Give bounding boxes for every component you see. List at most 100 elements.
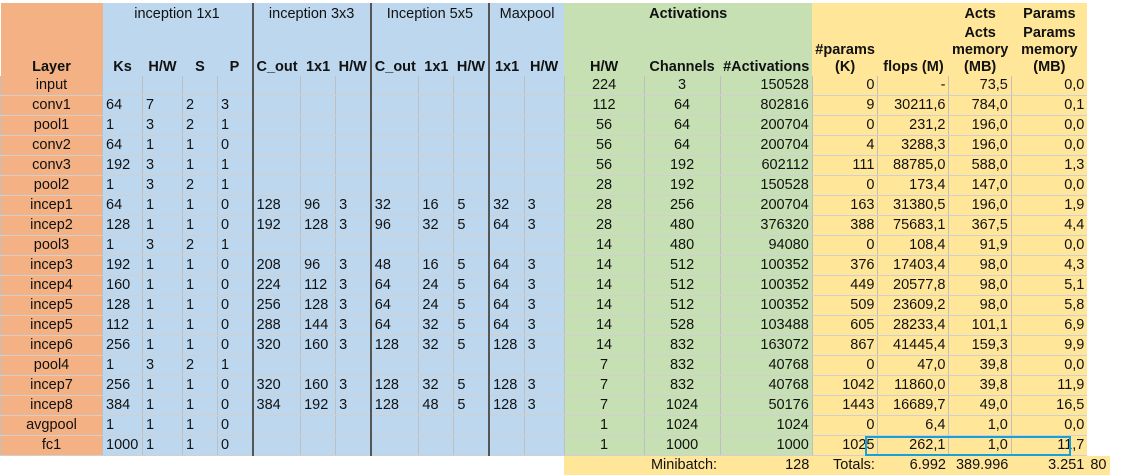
cell-reduce-5x5[interactable] bbox=[419, 416, 454, 436]
cell-flops-m[interactable]: 17403,4 bbox=[878, 256, 949, 276]
cell-channels[interactable]: 832 bbox=[644, 336, 720, 356]
cell-layer[interactable]: pool4 bbox=[1, 356, 103, 376]
cell-params-k[interactable]: 388 bbox=[812, 216, 878, 236]
cell-ks[interactable]: 256 bbox=[103, 376, 143, 396]
cell-hw[interactable]: 1 bbox=[143, 136, 183, 156]
cell-layer[interactable]: incep1 bbox=[1, 196, 103, 216]
cell-c-out-3x3[interactable]: 320 bbox=[253, 376, 301, 396]
cell-pad[interactable]: 0 bbox=[218, 296, 253, 316]
cell-c-out-3x3[interactable]: 256 bbox=[253, 296, 301, 316]
cell-channels[interactable]: 512 bbox=[644, 256, 720, 276]
cell-hw-3x3[interactable] bbox=[336, 416, 371, 436]
cell-stride[interactable]: 2 bbox=[183, 356, 218, 376]
cell-act-hw[interactable]: 112 bbox=[564, 96, 644, 116]
cell-num-activations[interactable]: 100352 bbox=[720, 276, 812, 296]
cell-c-out-3x3[interactable]: 320 bbox=[253, 336, 301, 356]
cell-pad[interactable]: 1 bbox=[218, 356, 253, 376]
cell-hw-3x3[interactable] bbox=[336, 236, 371, 256]
cell-reduce-3x3[interactable] bbox=[301, 356, 336, 376]
cell-channels[interactable]: 64 bbox=[644, 136, 720, 156]
cell-layer[interactable]: input bbox=[1, 76, 103, 96]
cell-flops-m[interactable]: 47,0 bbox=[878, 356, 949, 376]
cell-pool-1x1[interactable]: 128 bbox=[489, 336, 524, 356]
cell-params-k[interactable]: 0 bbox=[812, 356, 878, 376]
cell-pool-1x1[interactable] bbox=[489, 156, 524, 176]
cell-c-out-5x5[interactable] bbox=[371, 236, 419, 256]
cell-pad[interactable]: 3 bbox=[218, 96, 253, 116]
cell-reduce-5x5[interactable] bbox=[419, 136, 454, 156]
cell-c-out-5x5[interactable]: 128 bbox=[371, 336, 419, 356]
cell-acts-memory[interactable]: 101,1 bbox=[949, 316, 1011, 336]
cell-params-memory[interactable]: 1,3 bbox=[1011, 156, 1087, 176]
cell-reduce-3x3[interactable] bbox=[301, 236, 336, 256]
cell-c-out-3x3[interactable]: 208 bbox=[253, 256, 301, 276]
cell-ks[interactable]: 64 bbox=[103, 196, 143, 216]
cell-ks[interactable]: 128 bbox=[103, 216, 143, 236]
cell-hw-5x5[interactable]: 5 bbox=[454, 256, 489, 276]
cell-reduce-5x5[interactable]: 32 bbox=[419, 376, 454, 396]
cell-c-out-5x5[interactable] bbox=[371, 436, 419, 456]
cell-pool-hw[interactable]: 3 bbox=[524, 396, 564, 416]
cell-hw-5x5[interactable]: 5 bbox=[454, 276, 489, 296]
cell-reduce-3x3[interactable] bbox=[301, 116, 336, 136]
cell-params-memory[interactable]: 0,0 bbox=[1011, 176, 1087, 196]
cell-stride[interactable]: 1 bbox=[183, 136, 218, 156]
cell-hw[interactable]: 3 bbox=[143, 156, 183, 176]
cell-c-out-3x3[interactable] bbox=[253, 156, 301, 176]
cell-pool-hw[interactable]: 3 bbox=[524, 276, 564, 296]
cell-pad[interactable]: 0 bbox=[218, 416, 253, 436]
cell-reduce-3x3[interactable]: 128 bbox=[301, 216, 336, 236]
cell-flops-m[interactable]: 41445,4 bbox=[878, 336, 949, 356]
cell-c-out-3x3[interactable]: 128 bbox=[253, 196, 301, 216]
cell-layer[interactable]: pool1 bbox=[1, 116, 103, 136]
cell-pool-1x1[interactable]: 128 bbox=[489, 396, 524, 416]
cell-stride[interactable]: 1 bbox=[183, 156, 218, 176]
cell-pool-hw[interactable] bbox=[524, 116, 564, 136]
cell-acts-memory[interactable]: 159,3 bbox=[949, 336, 1011, 356]
cell-pool-hw[interactable] bbox=[524, 356, 564, 376]
cell-hw-3x3[interactable]: 3 bbox=[336, 196, 371, 216]
cell-c-out-3x3[interactable]: 384 bbox=[253, 396, 301, 416]
cell-stride[interactable]: 2 bbox=[183, 236, 218, 256]
cell-c-out-5x5[interactable] bbox=[371, 176, 419, 196]
cell-hw-5x5[interactable] bbox=[454, 116, 489, 136]
cell-pool-1x1[interactable] bbox=[489, 416, 524, 436]
cell-acts-memory[interactable]: 196,0 bbox=[949, 116, 1011, 136]
cell-pad[interactable]: 1 bbox=[218, 176, 253, 196]
cell-hw[interactable]: 1 bbox=[143, 196, 183, 216]
cell-channels[interactable]: 3 bbox=[644, 76, 720, 96]
cell-pad[interactable]: 1 bbox=[218, 156, 253, 176]
cell-act-hw[interactable]: 56 bbox=[564, 136, 644, 156]
cell-pool-hw[interactable] bbox=[524, 156, 564, 176]
cell-act-hw[interactable]: 14 bbox=[564, 296, 644, 316]
cell-reduce-5x5[interactable]: 16 bbox=[419, 196, 454, 216]
cell-acts-memory[interactable]: 98,0 bbox=[949, 276, 1011, 296]
cell-hw-5x5[interactable]: 5 bbox=[454, 216, 489, 236]
cell-pool-hw[interactable] bbox=[524, 416, 564, 436]
cell-stride[interactable]: 1 bbox=[183, 296, 218, 316]
cell-layer[interactable]: pool3 bbox=[1, 236, 103, 256]
cell-hw-5x5[interactable] bbox=[454, 236, 489, 256]
cell-hw[interactable]: 1 bbox=[143, 316, 183, 336]
cell-reduce-5x5[interactable] bbox=[419, 356, 454, 376]
cell-params-memory[interactable]: 5,8 bbox=[1011, 296, 1087, 316]
cell-stride[interactable]: 1 bbox=[183, 416, 218, 436]
cell-flops-m[interactable]: - bbox=[878, 76, 949, 96]
cell-flops-m[interactable]: 20577,8 bbox=[878, 276, 949, 296]
cell-c-out-3x3[interactable]: 288 bbox=[253, 316, 301, 336]
cell-hw-3x3[interactable]: 3 bbox=[336, 296, 371, 316]
cell-hw-3x3[interactable]: 3 bbox=[336, 276, 371, 296]
cell-flops-m[interactable]: 23609,2 bbox=[878, 296, 949, 316]
cell-ks[interactable]: 1 bbox=[103, 416, 143, 436]
cell-hw-5x5[interactable]: 5 bbox=[454, 196, 489, 216]
cell-layer[interactable]: conv2 bbox=[1, 136, 103, 156]
cell-hw-5x5[interactable]: 5 bbox=[454, 316, 489, 336]
cell-layer[interactable]: avgpool bbox=[1, 416, 103, 436]
cell-params-memory[interactable]: 4,4 bbox=[1011, 216, 1087, 236]
cell-pool-hw[interactable]: 3 bbox=[524, 256, 564, 276]
cell-num-activations[interactable]: 40768 bbox=[720, 376, 812, 396]
cell-num-activations[interactable]: 100352 bbox=[720, 256, 812, 276]
cell-hw-3x3[interactable]: 3 bbox=[336, 256, 371, 276]
cell-num-activations[interactable]: 103488 bbox=[720, 316, 812, 336]
cell-c-out-5x5[interactable]: 32 bbox=[371, 196, 419, 216]
